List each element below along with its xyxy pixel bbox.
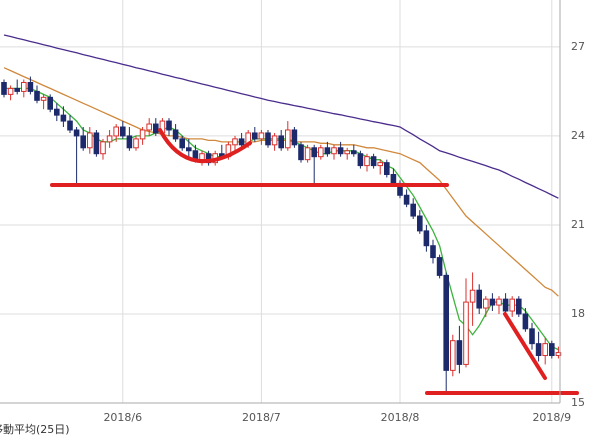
y-tick-label: 15 xyxy=(571,396,585,409)
candle-body xyxy=(390,173,397,184)
candle-body xyxy=(516,298,522,315)
candle-body xyxy=(436,257,443,276)
candle-body xyxy=(410,203,416,217)
candle-body xyxy=(450,340,456,371)
candle-body xyxy=(100,141,106,155)
candle-body xyxy=(172,129,179,140)
candle-body xyxy=(7,87,14,95)
candle-body xyxy=(87,132,93,149)
candle-body xyxy=(469,289,476,303)
y-tick-label: 24 xyxy=(571,129,585,142)
candle-body xyxy=(146,123,152,131)
candle-body xyxy=(60,114,67,122)
candle-body xyxy=(344,150,350,155)
candle-body xyxy=(93,132,100,155)
candle-body xyxy=(179,138,185,149)
candle-body xyxy=(106,135,113,143)
candle-body xyxy=(232,138,238,146)
candle-body xyxy=(186,147,192,152)
candle-body xyxy=(47,96,54,110)
candle-body xyxy=(166,120,172,131)
candle-body xyxy=(311,147,317,158)
candle-body xyxy=(1,81,7,95)
candle-body xyxy=(430,245,436,259)
candle-body xyxy=(483,298,489,309)
cup-curve xyxy=(158,128,252,164)
candle-body xyxy=(403,194,410,205)
candle-body xyxy=(139,129,146,140)
candle-body xyxy=(509,298,515,312)
candle-body xyxy=(476,289,482,309)
candle-body xyxy=(14,87,20,92)
candle-body xyxy=(199,153,205,161)
candle-body xyxy=(278,135,284,149)
y-tick-label: 18 xyxy=(571,307,585,320)
candle-body xyxy=(489,298,496,306)
x-tick-label: 2018/7 xyxy=(242,411,281,424)
candle-body xyxy=(443,274,449,371)
candle-body xyxy=(357,153,364,167)
candle-body xyxy=(555,352,562,357)
candle-body xyxy=(496,298,502,306)
candle-body xyxy=(252,132,258,140)
candles xyxy=(1,76,562,395)
candle-body xyxy=(285,129,291,149)
candle-body xyxy=(21,81,27,92)
candle-body xyxy=(120,126,126,137)
candle-body xyxy=(265,132,271,146)
candle-body xyxy=(522,313,529,330)
candle-body xyxy=(529,328,535,345)
candle-body xyxy=(153,123,159,134)
candle-body xyxy=(535,343,542,357)
candle-body xyxy=(417,215,423,232)
candle-body xyxy=(80,135,87,149)
candle-body xyxy=(542,343,549,357)
candle-body xyxy=(364,156,370,167)
candle-body xyxy=(318,147,324,158)
footer-label: 移動平均(25日) xyxy=(0,422,70,435)
candle-body xyxy=(271,135,278,146)
annotations xyxy=(50,128,579,395)
candle-body xyxy=(502,298,509,312)
x-tick-label: 2018/9 xyxy=(532,411,571,424)
candle-body xyxy=(324,147,331,155)
candle-body xyxy=(34,90,40,101)
candle-body xyxy=(133,138,139,149)
y-tick-label: 21 xyxy=(571,218,585,231)
candle-body xyxy=(73,129,80,137)
candle-body xyxy=(113,126,120,137)
candle-body xyxy=(377,162,383,167)
candle-body xyxy=(40,96,47,101)
candle-body xyxy=(549,343,555,357)
candle-body xyxy=(456,340,463,365)
candle-body xyxy=(370,156,377,167)
candle-body xyxy=(238,138,245,146)
candle-body xyxy=(463,301,469,365)
candle-body xyxy=(258,132,265,140)
candle-body xyxy=(298,144,304,161)
candle-body xyxy=(351,150,357,155)
candle-body xyxy=(337,147,344,155)
trend-line xyxy=(503,312,547,380)
candle-body xyxy=(67,120,73,131)
candle-body xyxy=(384,162,390,175)
candle-body xyxy=(291,129,298,146)
x-tick-label: 2018/6 xyxy=(103,411,142,424)
candle-body xyxy=(54,108,60,116)
candle-body xyxy=(331,147,337,155)
x-tick-label: 2018/8 xyxy=(381,411,420,424)
candle-body xyxy=(423,230,430,247)
candle-body xyxy=(27,81,34,92)
y-tick-label: 27 xyxy=(571,40,585,53)
candle-body xyxy=(304,147,311,161)
moving-average-line xyxy=(3,34,559,199)
candle-body xyxy=(126,135,133,149)
